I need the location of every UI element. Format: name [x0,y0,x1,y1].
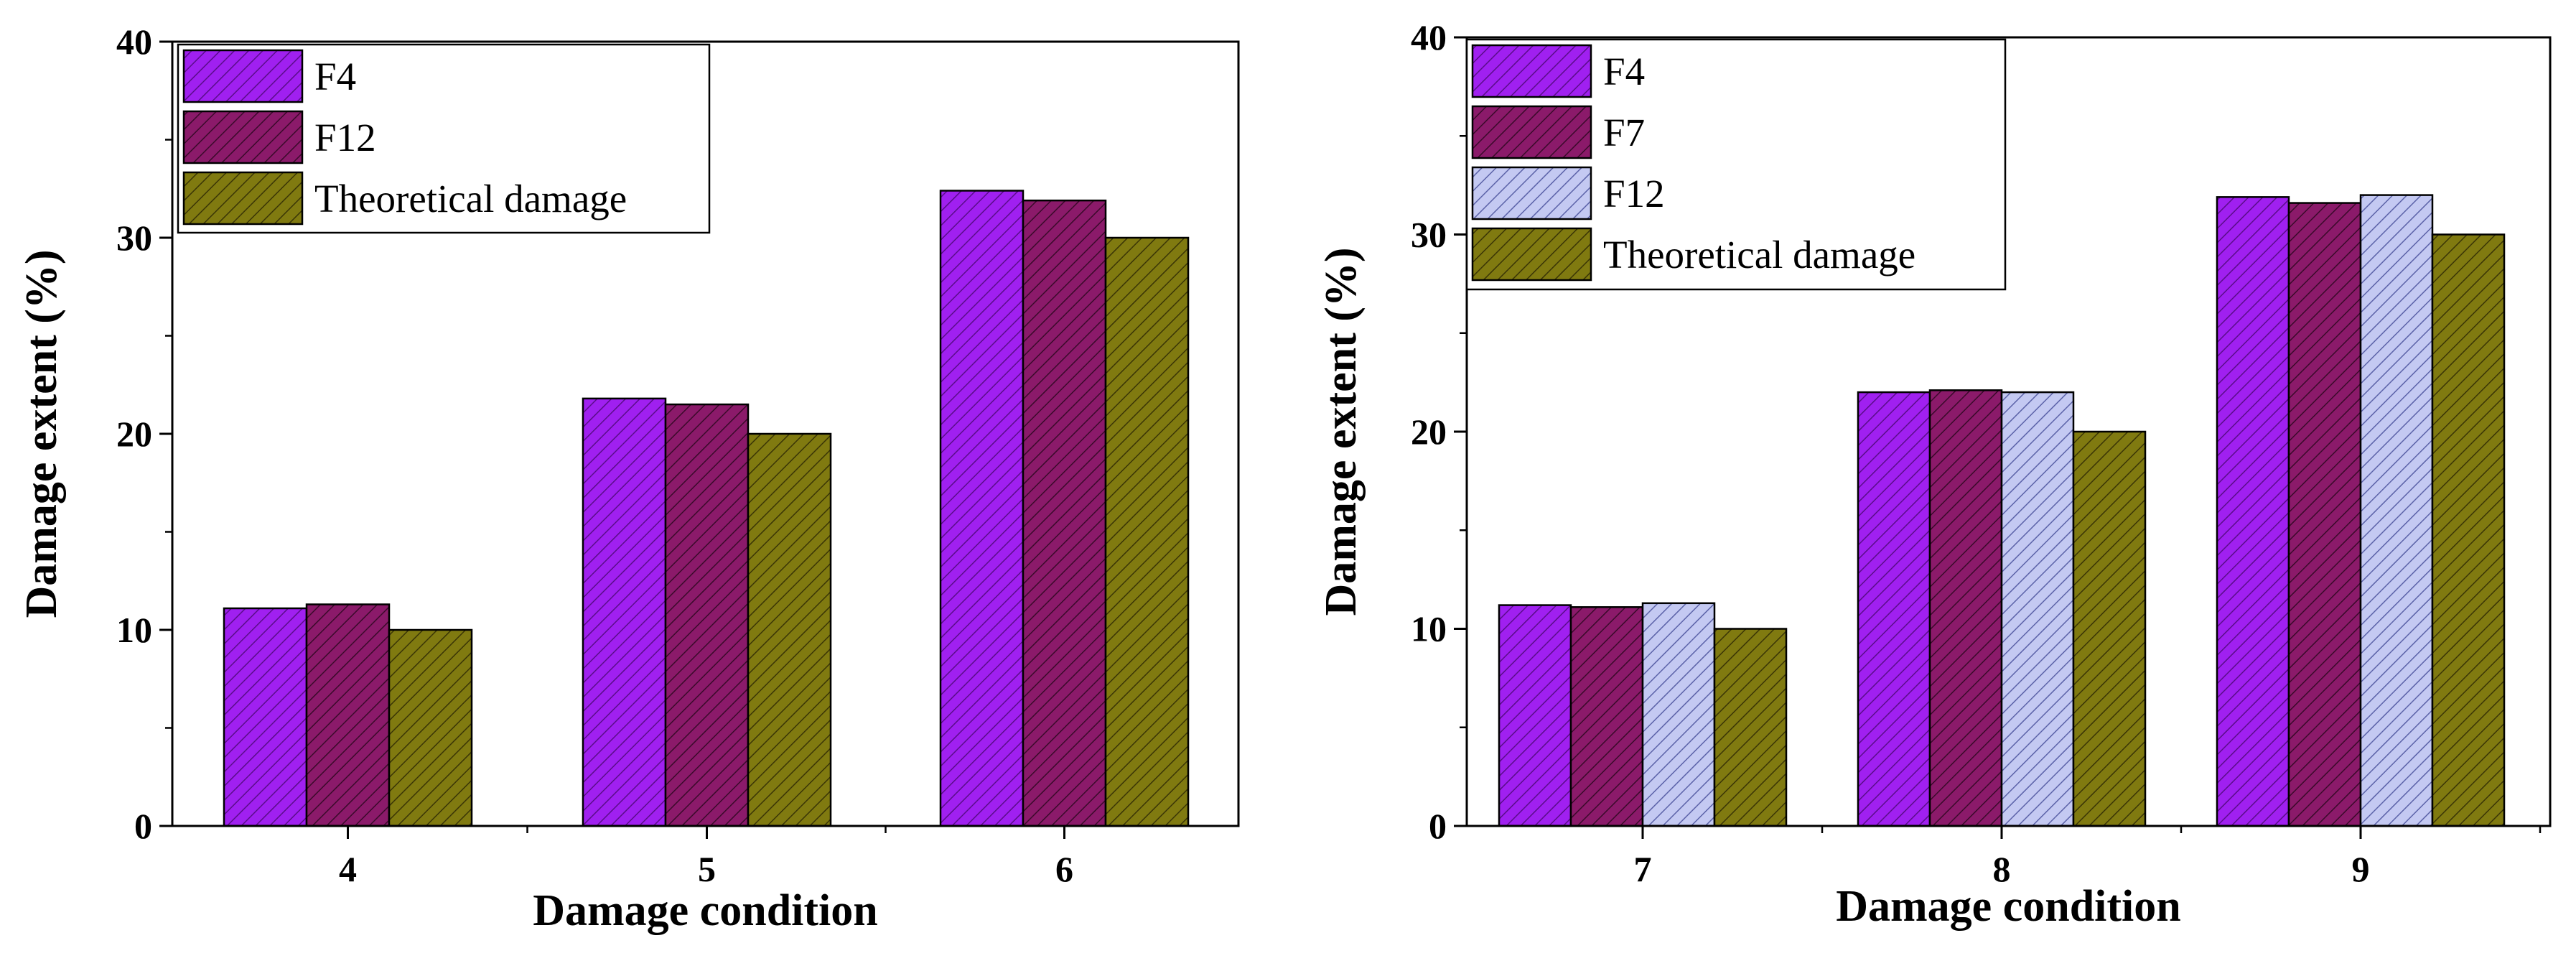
bar-f7-9 [2287,202,2362,827]
y-tick-label: 10 [1411,609,1447,649]
bar-f12-5 [664,403,750,827]
y-tick-label: 10 [116,610,152,650]
legend-swatch [182,110,304,164]
y-tick-label: 40 [1411,17,1447,57]
x-axis-title: Damage condition [533,886,878,935]
bar-theoretical-damage-9 [2431,233,2506,827]
legend-swatch [1471,166,1592,220]
bar-f4-8 [1857,391,1931,827]
bar-theoretical-damage-6 [1104,236,1190,827]
legend-label: Theoretical damage [1603,233,1915,277]
bar-f4-6 [939,190,1025,827]
legend-swatch [182,49,304,103]
bar-f4-4 [223,607,308,827]
bar-f12-6 [1022,199,1107,827]
legend-swatch [1471,227,1592,282]
x-tick-label: 7 [1634,849,1652,889]
bar-theoretical-damage-8 [2072,430,2147,827]
y-tick-label: 20 [1411,412,1447,452]
legend-swatch [1471,105,1592,159]
x-axis-title: Damage condition [1836,882,2181,931]
bar-theoretical-damage-4 [388,628,473,827]
y-tick-label: 40 [116,22,152,62]
bar-theoretical-damage-5 [747,432,832,827]
y-tick-label: 0 [134,806,152,846]
bar-f7-7 [1569,606,1644,827]
x-tick-label: 9 [2352,849,2370,889]
legend-label: F7 [1603,111,1645,154]
x-tick-label: 6 [1055,849,1073,889]
y-tick-label: 20 [116,414,152,454]
y-axis-title: Damage extent (%) [17,249,66,618]
chart-right: 0 10 20 30 40 7 8 9 Damage condition Damage exten… [1317,17,2552,931]
chart-left: 0 10 20 30 40 4 5 6 Damage condition Damage exten… [17,22,1240,935]
legend-label: F4 [1603,50,1645,93]
legend-label: F12 [1603,172,1665,215]
x-tick-label: 4 [339,849,357,889]
legend-label: Theoretical damage [314,177,627,220]
bar-theoretical-damage-7 [1713,628,1788,827]
y-tick-label: 0 [1429,806,1447,846]
bar-f4-5 [582,397,667,827]
legend: F4 F12 Theoretical damage [177,43,711,234]
bar-f7-8 [1928,389,2003,827]
bar-f4-7 [1498,604,1572,827]
x-tick-label: 8 [1993,849,2011,889]
bar-f12-8 [2000,391,2075,827]
x-tick-label: 5 [698,849,716,889]
y-axis-title: Damage extent (%) [1317,247,1366,616]
bar-f12-4 [305,603,391,827]
legend-label: F12 [314,116,376,159]
bar-f4-9 [2216,196,2290,827]
bar-f12-7 [1641,602,1716,827]
legend: F4 F7 F12 Theoretical damage [1465,38,2007,291]
bar-f12-9 [2359,194,2434,827]
legend-swatch [182,171,304,226]
legend-swatch [1471,44,1592,98]
legend-label: F4 [314,55,356,98]
y-tick-label: 30 [116,218,152,258]
y-tick-label: 30 [1411,215,1447,255]
